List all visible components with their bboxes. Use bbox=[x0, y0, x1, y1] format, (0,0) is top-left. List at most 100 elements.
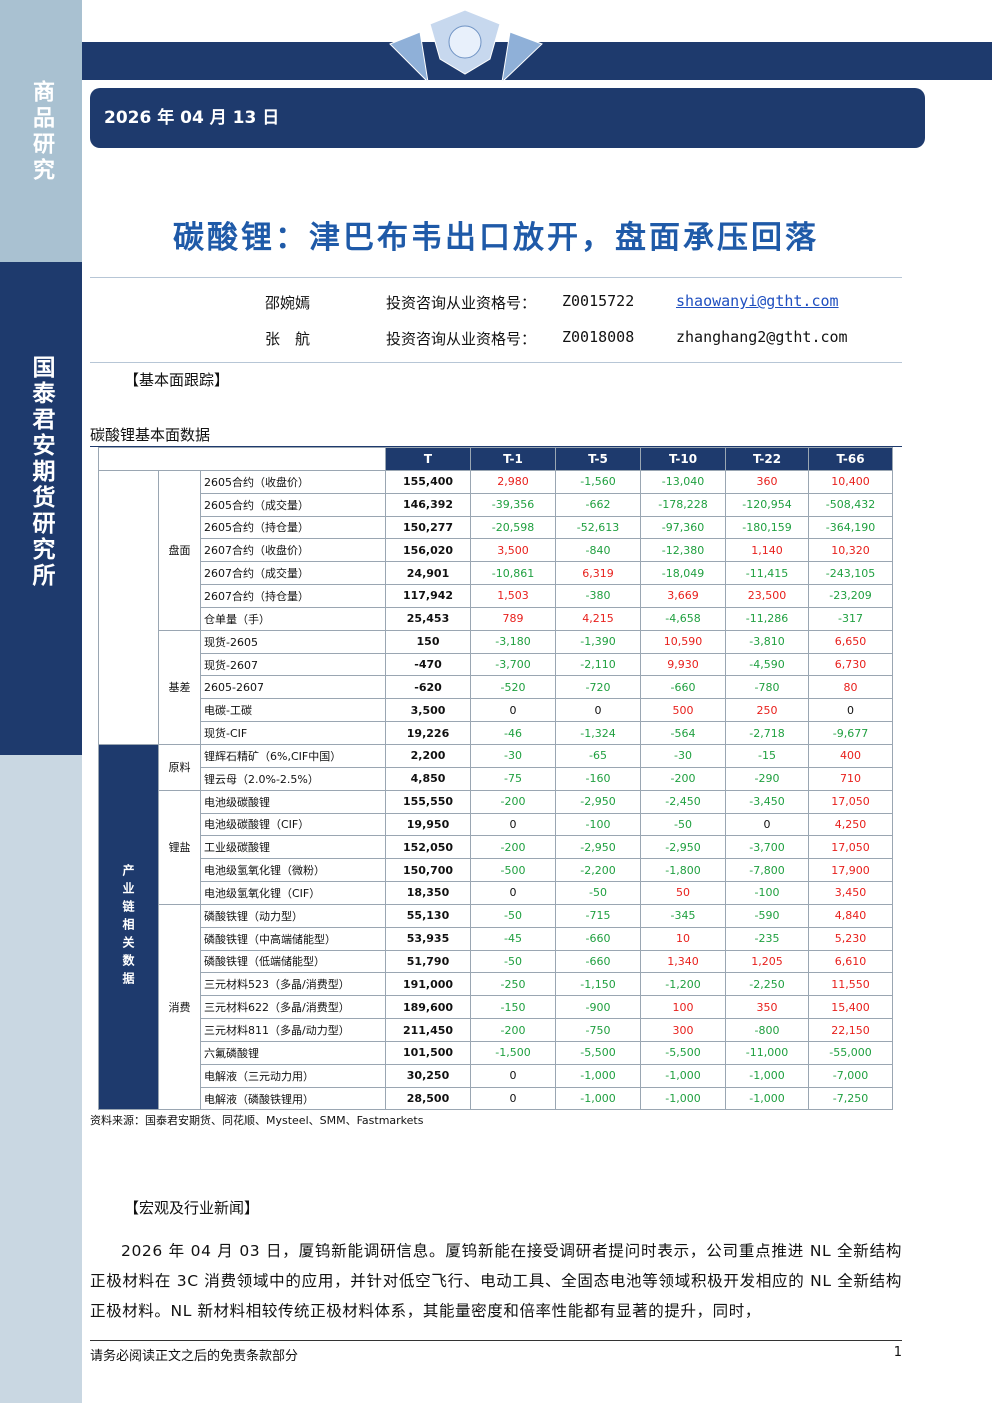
value-cell: -2,250 bbox=[725, 972, 810, 997]
value-cell: 191,000 bbox=[385, 972, 472, 997]
value-cell: -50 bbox=[640, 812, 727, 837]
license-label: 投资咨询从业资格号： bbox=[386, 330, 537, 348]
header-row: T T-1 T-5 T-10 T-22 T-66 bbox=[97, 447, 894, 471]
data-row: 2605-2607 -620 -520 -720 -660 -780 80 bbox=[99, 675, 894, 700]
data-row: 电解液（磷酸铁锂用） 28,500 0 -1,000 -1,000 -1,000 -7,25… bbox=[99, 1086, 894, 1111]
item-name: 2607合约（收盘价） bbox=[199, 538, 387, 563]
item-name: 仓单量（手） bbox=[199, 606, 387, 631]
value-cell: -100 bbox=[555, 812, 642, 837]
value-cell: 18,350 bbox=[385, 881, 472, 905]
date-bar: 2026 年 04 月 13 日 bbox=[90, 88, 925, 148]
column-header: T bbox=[385, 447, 472, 471]
value-cell: -2,950 bbox=[640, 835, 727, 860]
value-cell: 28,500 bbox=[385, 1086, 472, 1111]
page-number: 1 bbox=[893, 1345, 902, 1360]
value-cell: -46 bbox=[470, 721, 557, 745]
value-cell: -75 bbox=[470, 766, 557, 791]
value-cell: -1,000 bbox=[640, 1063, 727, 1088]
value-cell: -800 bbox=[725, 1018, 810, 1042]
item-name: 2607合约（成交量） bbox=[199, 561, 387, 586]
column-header: T-5 bbox=[555, 447, 642, 471]
license-label: 投资咨询从业资格号： bbox=[386, 294, 537, 312]
group-label: 盘面 bbox=[158, 469, 201, 631]
value-cell: -3,450 bbox=[725, 789, 810, 814]
author-name: 邵婉嫣 bbox=[265, 294, 311, 312]
value-cell: 211,450 bbox=[385, 1018, 472, 1042]
value-cell: -1,324 bbox=[555, 721, 642, 745]
item-name: 三元材料523（多晶/消费型） bbox=[199, 972, 387, 997]
item-name: 2605合约（持仓量） bbox=[199, 515, 387, 540]
value-cell: -1,390 bbox=[555, 629, 642, 654]
value-cell: 3,500 bbox=[385, 698, 472, 723]
value-cell: -13,040 bbox=[640, 469, 727, 494]
group-label: 消费 bbox=[158, 903, 201, 1111]
author-email: zhanghang2@gtht.com bbox=[676, 328, 848, 346]
value-cell: 19,226 bbox=[385, 721, 472, 745]
item-name: 电池级氢氧化锂（微粉） bbox=[199, 858, 387, 883]
report-title: 碳酸锂：津巴布韦出口放开，盘面承压回落 bbox=[173, 220, 819, 256]
sidebar-main bbox=[0, 262, 82, 755]
data-row: 电池级碳酸锂（CIF） 19,950 0 -100 -50 0 4,250 bbox=[99, 812, 894, 837]
value-cell: -620 bbox=[385, 675, 472, 700]
item-name: 锂辉石精矿（6%,CIF中国） bbox=[199, 743, 387, 768]
author-email[interactable]: shaowanyi@gtht.com bbox=[676, 292, 839, 310]
value-cell: -243,105 bbox=[808, 561, 894, 586]
value-cell: -200 bbox=[470, 789, 557, 814]
value-cell: 117,942 bbox=[385, 584, 472, 608]
license-number: Z0015722 bbox=[562, 292, 635, 310]
value-cell: -160 bbox=[555, 766, 642, 791]
data-row: 电解液（三元动力用） 30,250 0 -1,000 -1,000 -1,000 -7,00… bbox=[99, 1063, 894, 1088]
value-cell: -1,560 bbox=[555, 469, 642, 494]
data-row: 锂云母（2.0%-2.5%） 4,850 -75 -160 -200 -290 710 bbox=[99, 766, 894, 791]
item-name: 磷酸铁锂（动力型） bbox=[199, 903, 387, 928]
value-cell: -780 bbox=[725, 675, 810, 700]
value-cell: 3,669 bbox=[640, 584, 727, 608]
license-number: Z0018008 bbox=[562, 328, 635, 346]
value-cell: 4,250 bbox=[808, 812, 894, 837]
item-name: 电池级碳酸锂 bbox=[199, 789, 387, 814]
value-cell: -750 bbox=[555, 1018, 642, 1042]
value-cell: -97,360 bbox=[640, 515, 727, 540]
value-cell: -1,200 bbox=[640, 972, 727, 997]
value-cell: 1,503 bbox=[470, 584, 557, 608]
value-cell: 2,200 bbox=[385, 743, 472, 768]
value-cell: -50 bbox=[555, 881, 642, 905]
item-name: 电池级碳酸锂（CIF） bbox=[199, 812, 387, 837]
value-cell: -235 bbox=[725, 926, 810, 951]
data-row: 2605合约（持仓量） 150,277 -20,598 -52,613 -97,360-… bbox=[99, 515, 894, 540]
data-row: 2607合约（持仓量） 117,942 1,503 -380 3,669 23,500 -2… bbox=[99, 584, 894, 608]
value-cell: 500 bbox=[640, 698, 727, 723]
value-cell: 189,600 bbox=[385, 995, 472, 1020]
data-row: 磷酸铁锂（中高端储能型） 53,935 -45 -660 10 -235 5,230 bbox=[99, 926, 894, 951]
value-cell: 6,730 bbox=[808, 652, 894, 677]
value-cell: -564 bbox=[640, 721, 727, 745]
value-cell: 23,500 bbox=[725, 584, 810, 608]
value-cell: -590 bbox=[725, 903, 810, 928]
value-cell: 15,400 bbox=[808, 995, 894, 1020]
value-cell: -4,590 bbox=[725, 652, 810, 677]
data-row: 基差 现货-2605 150 -3,180 -1,390 10,590 -3,810 6,65… bbox=[99, 629, 894, 745]
item-name: 2605合约（成交量） bbox=[199, 492, 387, 517]
value-cell: 6,610 bbox=[808, 949, 894, 974]
item-name: 现货-CIF bbox=[199, 721, 387, 745]
data-row: 三元材料811（多晶/动力型） 211,450 -200 -750 300 -800 22,… bbox=[99, 1018, 894, 1042]
item-name: 六氟磷酸锂 bbox=[199, 1040, 387, 1065]
data-table: T T-1 T-5 T-10 T-22 T-66 盘面 2605合约（收盘价） 155,400 2… bbox=[97, 447, 894, 1111]
value-cell: 11,550 bbox=[808, 972, 894, 997]
value-cell: -7,800 bbox=[725, 858, 810, 883]
sidebar-bottom bbox=[0, 755, 82, 1403]
item-name: 磷酸铁锂（中高端储能型） bbox=[199, 926, 387, 951]
value-cell: -7,250 bbox=[808, 1086, 894, 1111]
value-cell: -2,450 bbox=[640, 789, 727, 814]
footer-disclaimer: 请务必阅读正文之后的免责条款部分 bbox=[90, 1349, 299, 1364]
value-cell: -720 bbox=[555, 675, 642, 700]
item-name: 2605-2607 bbox=[199, 675, 387, 700]
value-cell: -2,950 bbox=[555, 835, 642, 860]
value-cell: 1,140 bbox=[725, 538, 810, 563]
value-cell: -45 bbox=[470, 926, 557, 951]
column-header: T-66 bbox=[808, 447, 894, 471]
value-cell: -660 bbox=[640, 675, 727, 700]
data-row: 电池级氢氧化锂（CIF） 18,350 0 -50 50 -100 3,450 bbox=[99, 881, 894, 905]
header-blank bbox=[97, 447, 387, 471]
value-cell: 155,400 bbox=[385, 469, 472, 494]
